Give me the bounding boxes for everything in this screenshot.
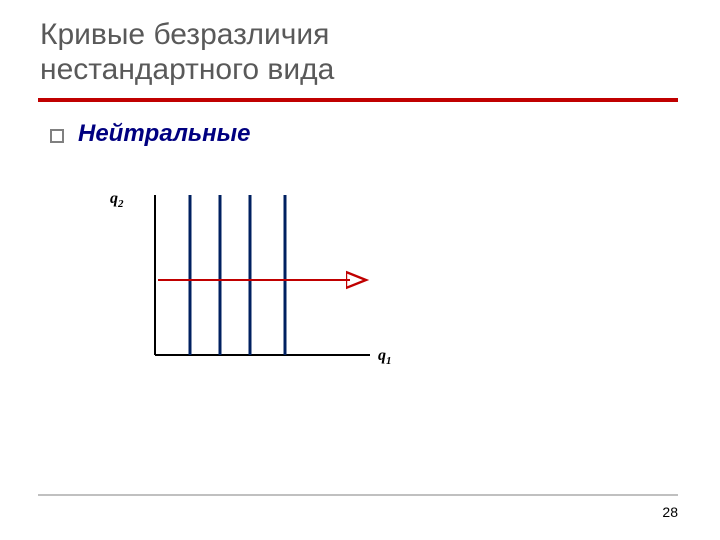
bullet-item: Нейтральные bbox=[50, 120, 251, 148]
title-line-2: нестандартного вида bbox=[40, 53, 334, 86]
page-number: 28 bbox=[662, 504, 678, 520]
bullet-square-icon bbox=[50, 129, 64, 143]
slide: Кривые безразличия нестандартного вида Н… bbox=[0, 0, 720, 540]
y-axis-label: q2 bbox=[110, 190, 124, 210]
x-axis-label: q1 bbox=[378, 347, 392, 367]
title-line-1: Кривые безразличия bbox=[40, 18, 329, 51]
footer-rule bbox=[38, 494, 678, 496]
slide-title: Кривые безразличия нестандартного вида bbox=[40, 18, 334, 87]
bullet-text: Нейтральные bbox=[78, 120, 251, 148]
chart-svg bbox=[110, 185, 420, 375]
indifference-chart: q2 q1 bbox=[110, 185, 420, 375]
title-underline bbox=[38, 98, 678, 102]
